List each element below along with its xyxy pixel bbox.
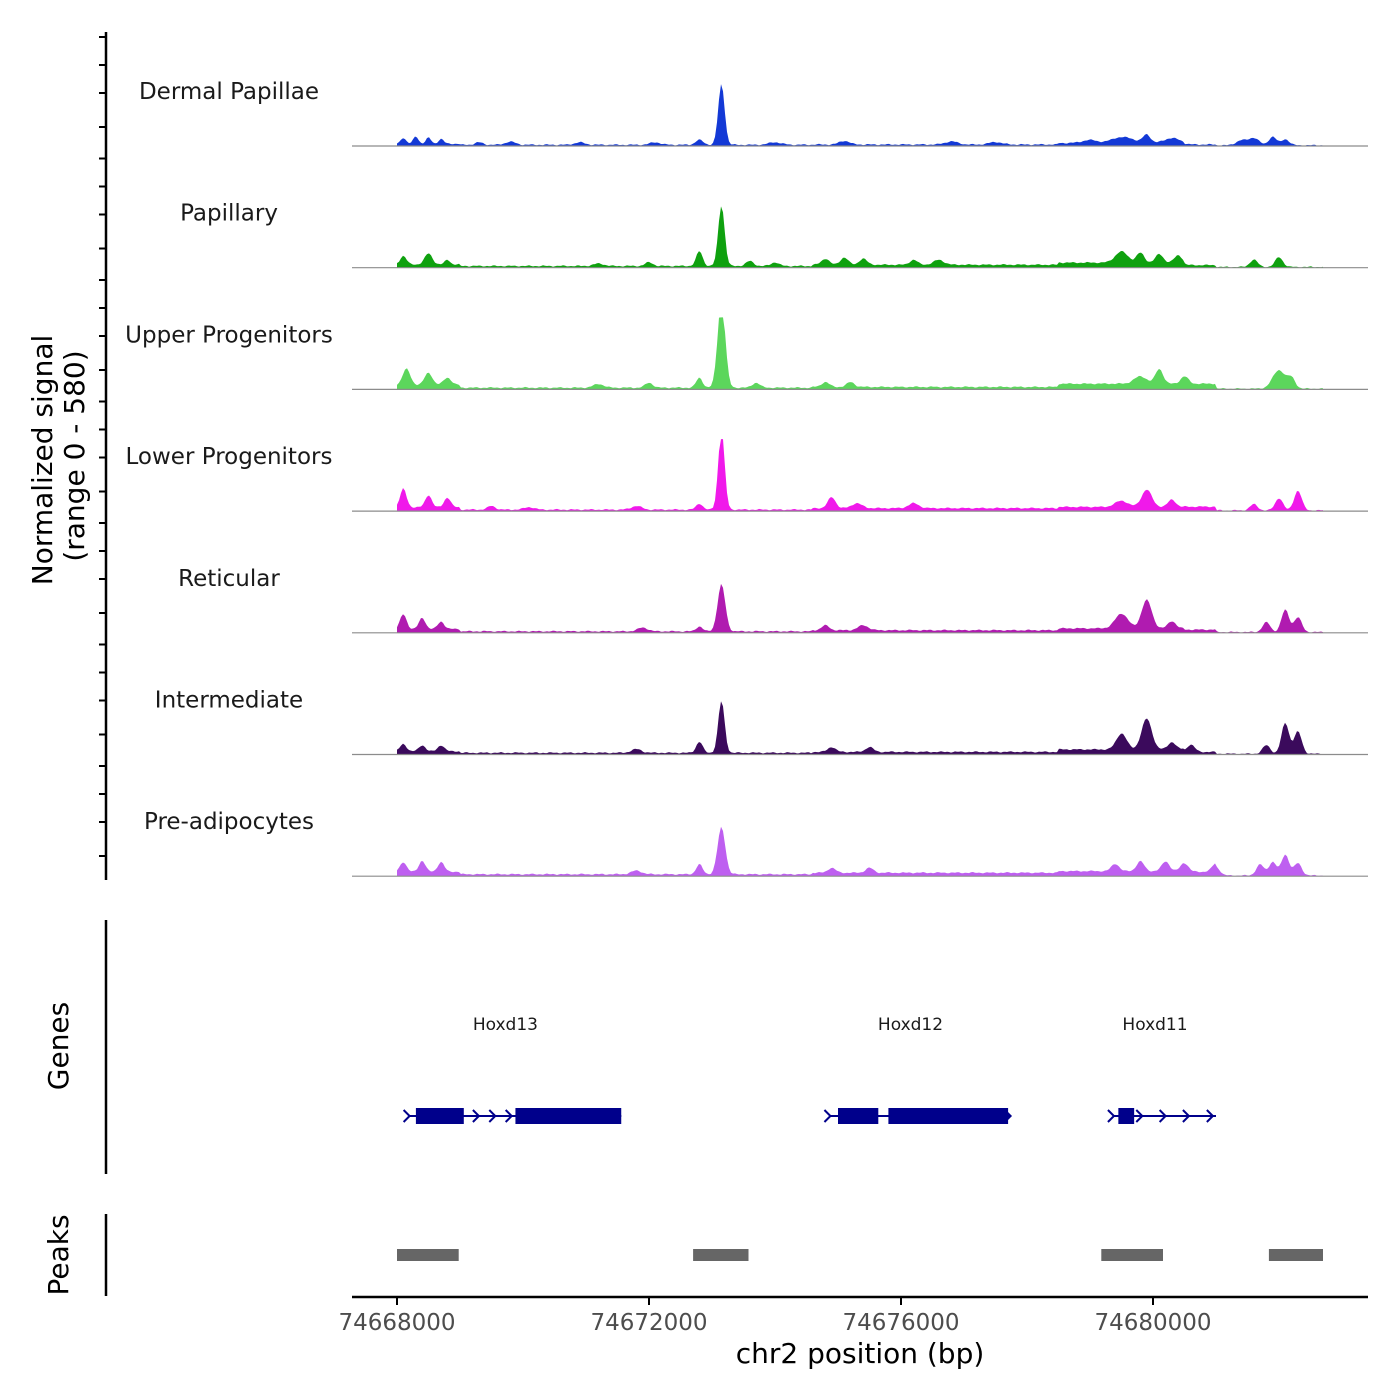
strand-arrow bbox=[504, 1109, 514, 1123]
x-tick-label: 74676000 bbox=[842, 1310, 959, 1336]
track-pre-adipocytes: Pre-adipocytes bbox=[144, 809, 1368, 877]
gene-hoxd11: Hoxd11 bbox=[1107, 1015, 1216, 1124]
track-papillary: Papillary bbox=[180, 201, 1368, 269]
track-intermediate: Intermediate bbox=[155, 688, 1368, 756]
gene-label: Hoxd11 bbox=[1122, 1015, 1187, 1035]
strand-arrow bbox=[472, 1109, 481, 1123]
gene-exon bbox=[515, 1108, 622, 1124]
signal-area bbox=[397, 826, 1323, 877]
x-tick-label: 74680000 bbox=[1094, 1310, 1211, 1336]
track-label: Papillary bbox=[180, 201, 278, 227]
signal-area bbox=[397, 439, 1323, 512]
track-label: Dermal Papillae bbox=[139, 79, 319, 105]
track-reticular: Reticular bbox=[178, 566, 1368, 634]
genes-track-title: Genes bbox=[42, 1002, 75, 1090]
strand-arrow bbox=[1135, 1109, 1144, 1123]
peak-region bbox=[693, 1249, 749, 1261]
track-label: Upper Progenitors bbox=[125, 322, 333, 348]
signal-area bbox=[397, 206, 1323, 268]
y-axis-title-line1: Normalized signal bbox=[26, 335, 59, 586]
track-label: Intermediate bbox=[155, 688, 303, 714]
gene-label: Hoxd12 bbox=[878, 1015, 943, 1035]
x-tick-label: 74668000 bbox=[338, 1310, 455, 1336]
track-label: Pre-adipocytes bbox=[144, 809, 314, 835]
strand-arrow bbox=[1003, 1109, 1013, 1123]
track-label: Lower Progenitors bbox=[126, 444, 333, 470]
gene-track: Hoxd13 Hoxd12 Hoxd11 bbox=[402, 1015, 1216, 1124]
gene-hoxd12: Hoxd12 bbox=[823, 1015, 1013, 1124]
peak-region bbox=[397, 1249, 459, 1261]
x-tick-label: 74672000 bbox=[590, 1310, 707, 1336]
strand-arrow bbox=[1206, 1109, 1215, 1123]
strand-arrow bbox=[823, 1109, 832, 1123]
peaks-track-title: Peaks bbox=[42, 1214, 75, 1295]
signal-area bbox=[397, 84, 1323, 146]
gene-exon bbox=[415, 1108, 464, 1124]
track-lower-progenitors: Lower Progenitors bbox=[126, 439, 1368, 512]
gene-exon bbox=[1118, 1108, 1135, 1124]
signal-area bbox=[397, 317, 1323, 390]
peak-region bbox=[1268, 1249, 1323, 1261]
x-axis-ticks: 74668000 74672000 74676000 74680000 bbox=[338, 1297, 1212, 1336]
signal-area bbox=[397, 583, 1323, 633]
gene-label: Hoxd13 bbox=[473, 1015, 538, 1035]
peak-region bbox=[1101, 1249, 1163, 1261]
gene-exon bbox=[888, 1108, 1009, 1124]
track-dermal-papillae: Dermal Papillae bbox=[139, 79, 1368, 147]
track-label: Reticular bbox=[178, 566, 280, 592]
y-axis-title-line2: (range 0 - 580) bbox=[58, 350, 91, 561]
strand-arrow bbox=[1182, 1109, 1191, 1123]
peak-track bbox=[397, 1249, 1323, 1261]
x-axis-title: chr2 position (bp) bbox=[736, 1337, 985, 1370]
signal-area bbox=[397, 701, 1323, 755]
signal-tracks: Dermal Papillae Papillary Upper Progenitor… bbox=[125, 79, 1368, 877]
y-axis-ticks bbox=[99, 36, 106, 857]
gene-hoxd13: Hoxd13 bbox=[402, 1015, 622, 1124]
strand-arrow bbox=[1158, 1109, 1168, 1123]
strand-arrow bbox=[402, 1109, 412, 1123]
gene-exon bbox=[838, 1108, 879, 1124]
strand-arrow bbox=[1107, 1109, 1116, 1123]
track-upper-progenitors: Upper Progenitors bbox=[125, 317, 1368, 390]
strand-arrow bbox=[488, 1109, 497, 1123]
